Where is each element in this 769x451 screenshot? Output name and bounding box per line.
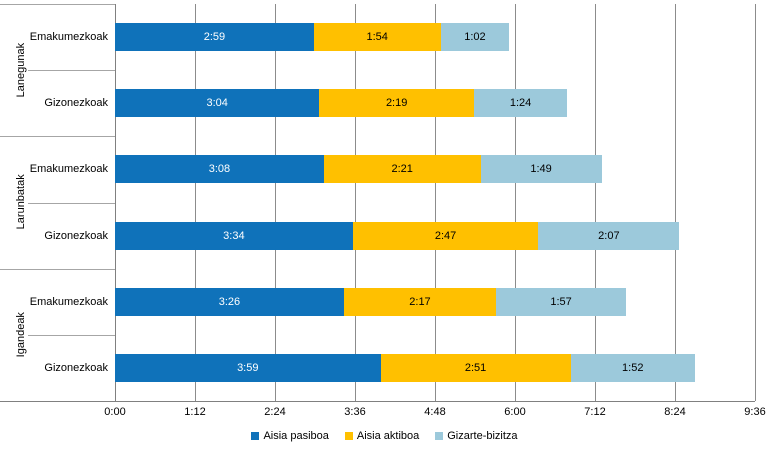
bar-value-label: 1:52 — [622, 362, 644, 374]
x-tick-label: 9:36 — [744, 406, 766, 418]
bar-segment-aisia-pasiboa: 3:34 — [115, 222, 353, 250]
bar-value-label: 1:54 — [366, 31, 388, 43]
bar-value-label: 2:07 — [598, 230, 620, 242]
bar-value-label: 2:59 — [203, 31, 226, 43]
x-tick-label: 1:12 — [184, 406, 206, 418]
legend-swatch — [435, 432, 444, 440]
bar-value-label: 3:08 — [208, 163, 231, 175]
bar-row: 3:04 2:19 1:24 — [115, 89, 755, 117]
group-divider — [0, 269, 115, 270]
bar-segment-gizarte-bizitza: 1:02 — [440, 23, 510, 51]
x-tick-label: 3:36 — [344, 406, 366, 418]
x-tick-label: 0:00 — [104, 406, 126, 418]
bar-segment-gizarte-bizitza: 1:52 — [570, 354, 695, 382]
bar-segment-aisia-aktiboa: 2:21 — [323, 155, 481, 183]
legend-label: Gizarte-bizitza — [447, 430, 518, 442]
subcategory-divider — [28, 203, 115, 204]
row-label: Gizonezkoak — [44, 97, 108, 109]
gridline — [195, 4, 196, 401]
bar-segment-aisia-aktiboa: 2:19 — [319, 89, 474, 117]
legend-swatch — [251, 432, 260, 440]
x-tick-label: 4:48 — [424, 406, 446, 418]
gridline — [595, 4, 596, 401]
bar-row: 2:59 1:54 1:02 — [115, 23, 755, 51]
bar-value-label: 3:26 — [218, 296, 241, 308]
x-tick-label: 2:24 — [264, 406, 286, 418]
bar-value-label: 2:19 — [385, 97, 408, 109]
bar-segment-aisia-pasiboa: 3:26 — [115, 288, 344, 316]
x-tick-label: 7:12 — [584, 406, 606, 418]
row-label: Gizonezkoak — [44, 362, 108, 374]
category-area-top-line — [0, 4, 115, 5]
gridline — [515, 4, 516, 401]
bar-segment-gizarte-bizitza: 1:57 — [496, 288, 627, 316]
row-label: Emakumezkoak — [29, 296, 108, 308]
bar-segment-aisia-pasiboa: 2:59 — [115, 23, 314, 51]
bar-segment-gizarte-bizitza: 1:49 — [480, 155, 602, 183]
group-divider — [0, 136, 115, 137]
legend-label: Aisia pasiboa — [263, 430, 329, 442]
x-tick-label: 6:00 — [504, 406, 526, 418]
gridline — [355, 4, 356, 401]
bar-segment-gizarte-bizitza: 1:24 — [473, 89, 568, 117]
row-label: Emakumezkoak — [29, 163, 108, 175]
gridline — [675, 4, 676, 401]
legend-item: Aisia pasiboa — [251, 430, 329, 442]
bar-row: 3:08 2:21 1:49 — [115, 155, 755, 183]
legend-label: Aisia aktiboa — [356, 430, 420, 442]
plot-area: 2:59 1:54 1:02 3:04 2:19 1:24 3:08 2:21 1:49 3:34… — [115, 4, 756, 401]
bar-value-label: 1:24 — [509, 97, 532, 109]
bar-value-label: 3:04 — [206, 97, 228, 109]
row-label: Gizonezkoak — [44, 230, 108, 242]
value-axis-line — [115, 4, 116, 401]
bar-value-label: 1:57 — [550, 296, 572, 308]
subcategory-divider — [28, 335, 115, 336]
x-axis-line — [0, 401, 755, 402]
subcategory-divider — [28, 70, 115, 71]
bar-segment-aisia-pasiboa: 3:04 — [115, 89, 320, 117]
bar-segment-aisia-aktiboa: 2:51 — [380, 354, 571, 382]
bar-value-label: 2:17 — [409, 296, 431, 308]
bar-value-label: 2:47 — [434, 230, 457, 242]
bar-segment-aisia-aktiboa: 2:17 — [343, 288, 497, 316]
bar-row: 3:34 2:47 2:07 — [115, 222, 755, 250]
bar-value-label: 1:02 — [464, 31, 486, 43]
gridline — [755, 4, 756, 401]
legend: Aisia pasiboa Aisia aktiboa Gizarte-bizitz… — [0, 427, 769, 445]
gridline — [275, 4, 276, 401]
legend-swatch — [344, 432, 353, 440]
bar-value-label: 3:59 — [237, 362, 259, 374]
x-tick-label: 8:24 — [664, 406, 686, 418]
legend-item: Aisia aktiboa — [344, 430, 420, 442]
bar-value-label: 1:49 — [530, 163, 552, 175]
bar-value-label: 2:21 — [391, 163, 413, 175]
bar-value-label: 3:34 — [223, 230, 245, 242]
bar-segment-aisia-aktiboa: 2:47 — [352, 222, 539, 250]
bar-row: 3:59 2:51 1:52 — [115, 354, 755, 382]
bar-segment-aisia-pasiboa: 3:08 — [115, 155, 324, 183]
bar-value-label: 2:51 — [464, 362, 487, 374]
bar-segment-gizarte-bizitza: 2:07 — [538, 222, 680, 250]
gridline — [435, 4, 436, 401]
bar-segment-aisia-pasiboa: 3:59 — [115, 354, 381, 382]
bar-row: 3:26 2:17 1:57 — [115, 288, 755, 316]
bar-segment-aisia-aktiboa: 1:54 — [313, 23, 441, 51]
row-label: Emakumezkoak — [29, 31, 108, 43]
legend-item: Gizarte-bizitza — [435, 430, 518, 442]
